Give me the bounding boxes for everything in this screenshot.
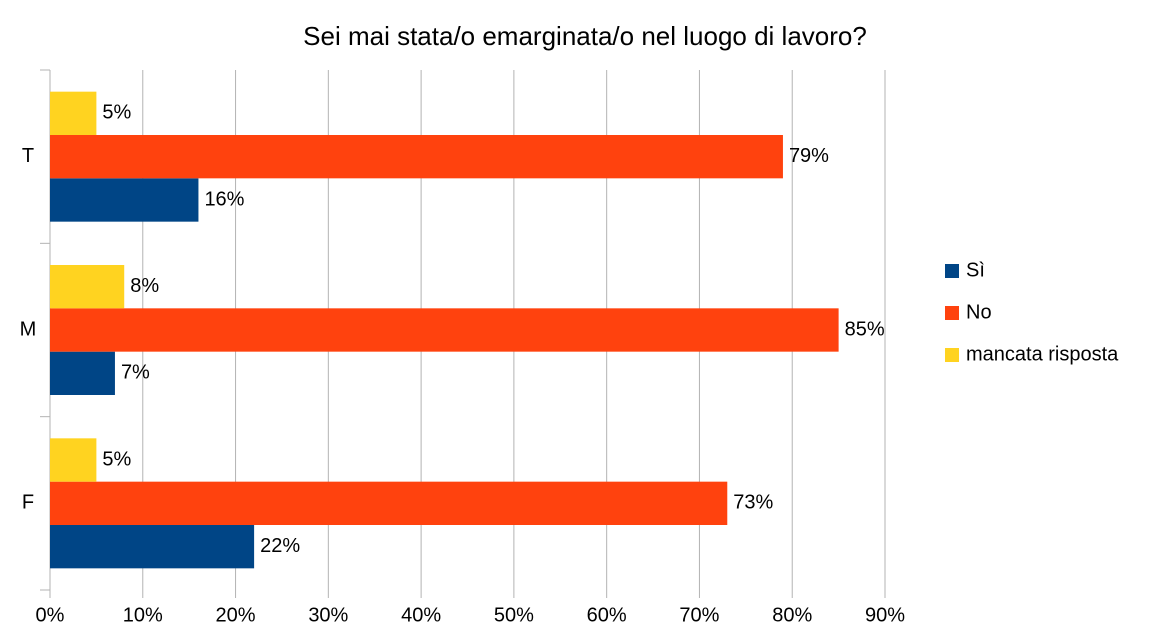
bar <box>50 525 255 569</box>
bar <box>50 438 97 482</box>
x-tick-label: 10% <box>123 604 163 626</box>
data-label: 5% <box>102 448 131 470</box>
x-tick-label: 30% <box>308 604 348 626</box>
legend-label: mancata risposta <box>966 343 1119 365</box>
data-label: 16% <box>204 188 244 210</box>
chart-title: Sei mai stata/o emarginata/o nel luogo d… <box>303 21 867 51</box>
legend-label: No <box>966 301 992 323</box>
data-label: 85% <box>845 318 885 340</box>
data-label: 22% <box>260 535 300 557</box>
data-label: 7% <box>121 362 150 384</box>
bar <box>50 481 728 525</box>
bar <box>50 308 839 352</box>
bar <box>50 135 783 179</box>
x-tick-label: 60% <box>587 604 627 626</box>
data-label: 73% <box>733 492 773 514</box>
data-label: 8% <box>130 275 159 297</box>
legend-swatch <box>945 348 959 362</box>
x-tick-label: 90% <box>865 604 905 626</box>
data-label: 5% <box>102 102 131 124</box>
legend-swatch <box>945 264 959 278</box>
x-tick-label: 20% <box>216 604 256 626</box>
x-tick-label: 70% <box>679 604 719 626</box>
y-tick-label: M <box>20 318 37 340</box>
x-tick-label: 0% <box>36 604 65 626</box>
bar <box>50 265 125 309</box>
data-label: 79% <box>789 145 829 167</box>
legend-label: Sì <box>966 259 985 281</box>
x-tick-label: 80% <box>772 604 812 626</box>
x-tick-label: 50% <box>494 604 534 626</box>
y-tick-label: F <box>22 492 34 514</box>
y-tick-label: T <box>22 145 34 167</box>
bar <box>50 91 97 135</box>
bar <box>50 351 115 395</box>
x-tick-label: 40% <box>401 604 441 626</box>
bar <box>50 178 199 222</box>
legend-swatch <box>945 306 959 320</box>
